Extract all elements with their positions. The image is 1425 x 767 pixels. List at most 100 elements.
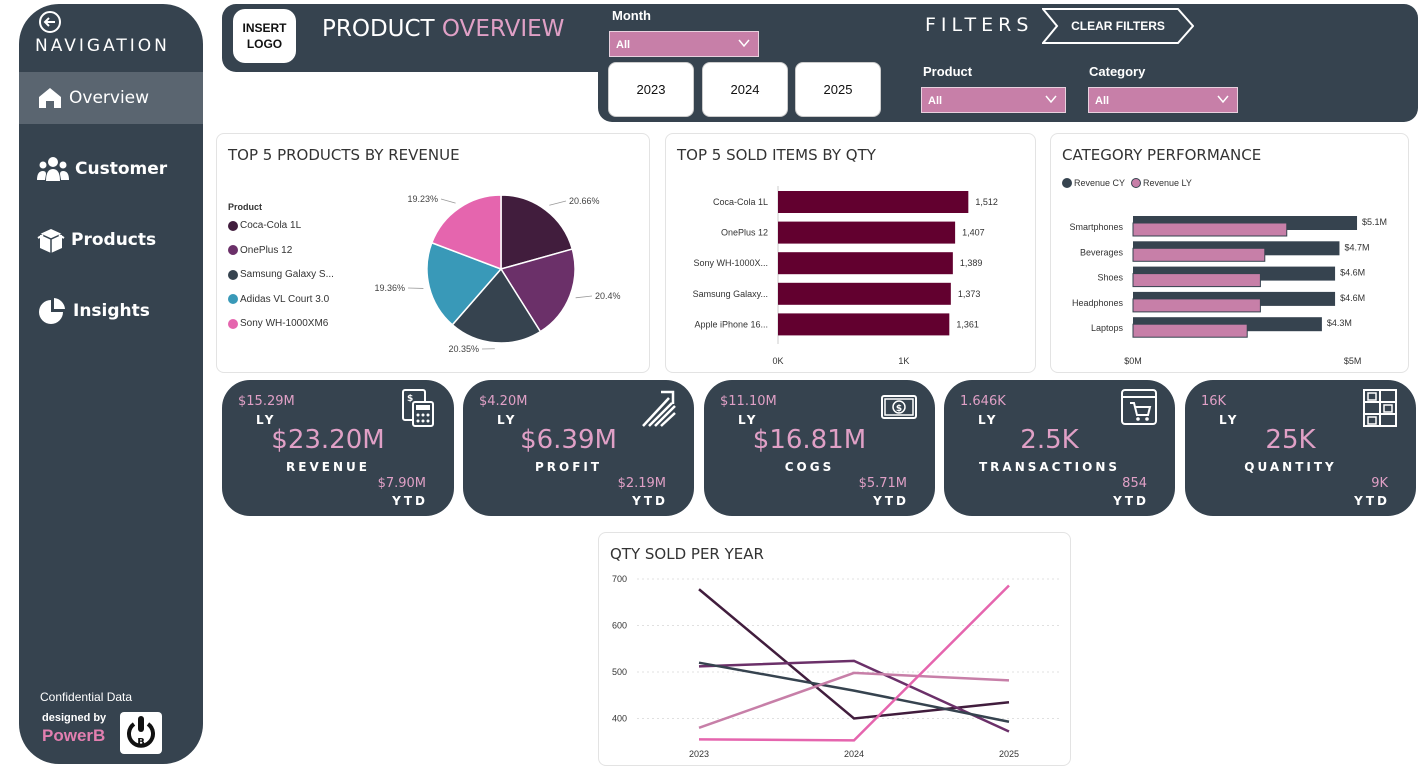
product-dropdown[interactable]: All <box>921 87 1066 113</box>
x-tick-label: $0M <box>1124 356 1142 366</box>
panel-title: TOP 5 PRODUCTS BY REVENUE <box>228 146 460 164</box>
y-tick-label: 600 <box>612 621 627 631</box>
panel-title: QTY SOLD PER YEAR <box>610 545 764 563</box>
legend-swatch <box>228 318 238 329</box>
back-arrow-icon[interactable] <box>38 10 62 34</box>
bar[interactable] <box>778 191 969 213</box>
legend-label: Samsung Galaxy S... <box>240 269 334 280</box>
nav-item-insights[interactable]: Insights <box>19 285 203 337</box>
kpi-ly-value: $11.10M <box>720 394 777 409</box>
bar-revenue-ly[interactable] <box>1132 298 1261 313</box>
bar[interactable] <box>778 282 951 305</box>
legend-label: Adidas VL Court 3.0 <box>240 293 330 305</box>
year-button-2025[interactable]: 2025 <box>795 62 881 117</box>
nav-item-products[interactable]: Products <box>19 214 203 266</box>
legend-item[interactable]: Samsung Galaxy S... <box>228 269 334 280</box>
kpi-ytd-label: YTD <box>392 494 428 508</box>
x-tick-label: 2024 <box>844 749 864 759</box>
bar-value-label: 1,389 <box>960 258 983 268</box>
kpi-ly-value: $4.20M <box>479 394 528 409</box>
navigation-title: NAVIGATION <box>35 36 170 56</box>
kpi-ytd-value: $7.90M <box>377 476 426 491</box>
bar[interactable] <box>778 252 953 275</box>
month-dropdown[interactable]: All <box>609 31 759 57</box>
product-filter-label: Product <box>923 64 973 79</box>
year-button-2023[interactable]: 2023 <box>608 62 694 117</box>
line-series[interactable] <box>698 584 1010 742</box>
nav-item-overview[interactable]: Overview <box>19 72 203 124</box>
bar-value-label: 1,512 <box>975 197 998 207</box>
line-series[interactable] <box>698 661 1010 723</box>
cart-icon <box>1121 389 1157 425</box>
kpi-value: 25K <box>1265 425 1316 455</box>
kpi-ly-value: 1.646K <box>960 394 1006 409</box>
shelves-icon <box>1363 389 1397 427</box>
bar-revenue-ly[interactable] <box>1132 222 1288 237</box>
kpi-card-cogs: $11.10M LY $ $16.81M COGS $5.71M YTD <box>704 380 935 516</box>
bar-revenue-ly[interactable] <box>1132 323 1248 338</box>
legend-item: Revenue CY <box>1062 178 1125 188</box>
top-sold-items-panel: TOP 5 SOLD ITEMS BY QTY Coca-Cola 1L 1,51… <box>665 133 1036 373</box>
y-tick-label: 400 <box>612 714 627 724</box>
legend-item: Revenue LY <box>1131 178 1192 188</box>
kpi-card-quantity: 16K LY 25K QUANTITY 9K YTD <box>1185 380 1416 516</box>
page-title: PRODUCT OVERVIEW <box>322 16 565 42</box>
legend-item[interactable]: OnePlus 12 <box>228 245 292 256</box>
kpi-card-revenue: $15.29M LY $ $23.20M REVENUE $7.90M YTD <box>222 380 454 516</box>
pie-slice[interactable] <box>426 241 503 326</box>
pie-leader-line <box>549 200 567 206</box>
clear-filters-button[interactable]: CLEAR FILTERS <box>1042 8 1194 44</box>
pie-leader-line <box>440 198 456 204</box>
year-button-2024[interactable]: 2024 <box>702 62 788 117</box>
panel-title: CATEGORY PERFORMANCE <box>1062 146 1262 164</box>
kpi-ly-label: LY <box>256 413 277 427</box>
kpi-ly-label: LY <box>497 413 518 427</box>
nav-item-customer[interactable]: Customer <box>19 143 203 195</box>
growth-arrow-icon <box>642 390 676 427</box>
kpi-ytd-label: YTD <box>1354 494 1390 508</box>
kpi-name: REVENUE <box>286 460 370 474</box>
line-series[interactable] <box>698 671 1010 729</box>
bar-revenue-ly[interactable] <box>1132 247 1266 262</box>
pie-leader-line <box>575 295 593 299</box>
line-series[interactable] <box>698 588 1010 720</box>
bar-category-label: Laptops <box>1091 323 1124 333</box>
clear-filters-label: CLEAR FILTERS <box>1071 19 1165 33</box>
kpi-ytd-value: 854 <box>1122 476 1147 491</box>
category-dropdown[interactable]: All <box>1088 87 1238 113</box>
nav-item-label: Products <box>71 230 157 250</box>
kpi-ly-label: LY <box>978 413 999 427</box>
bar[interactable] <box>778 221 956 244</box>
kpi-name: TRANSACTIONS <box>978 460 1121 474</box>
nav-item-label: Overview <box>69 88 150 108</box>
brand-name: PowerB <box>42 726 106 745</box>
svg-text:B: B <box>137 737 145 748</box>
kpi-ytd-value: $2.19M <box>617 476 666 491</box>
pie-slice[interactable] <box>451 267 542 344</box>
home-icon <box>39 88 61 108</box>
legend-item[interactable]: Sony WH-1000XM6 <box>228 318 328 329</box>
kpi-ly-value: 16K <box>1201 394 1227 409</box>
logo-placeholder: INSERT LOGO <box>233 9 296 63</box>
pie-chart: 20.66% 20.4% 20.35% 19.36% 19.23% <box>374 194 620 354</box>
pie-slice[interactable] <box>430 194 502 271</box>
kpi-value: $23.20M <box>271 425 385 455</box>
qty-per-year-panel: QTY SOLD PER YEAR 700 600 500 400 2023 2024 20… <box>598 532 1071 766</box>
bar[interactable] <box>778 313 950 336</box>
pie-slice[interactable] <box>500 194 574 270</box>
pie-data-label: 20.35% <box>448 344 479 354</box>
legend-item[interactable]: Adidas VL Court 3.0 <box>228 294 329 305</box>
kpi-ly-label: LY <box>1219 413 1240 427</box>
bar-value-label: 1,407 <box>962 228 985 238</box>
kpi-name: PROFIT <box>534 460 603 474</box>
chevron-down-icon <box>738 39 750 48</box>
kpi-ytd-label: YTD <box>1113 494 1149 508</box>
line-series[interactable] <box>698 659 1010 733</box>
bar-value-label: $5.1M <box>1362 217 1387 227</box>
bar-revenue-ly[interactable] <box>1132 273 1261 288</box>
legend-swatch <box>228 269 238 280</box>
legend-item[interactable]: Coca-Cola 1L <box>228 220 301 231</box>
legend-label: Coca-Cola 1L <box>240 220 302 231</box>
pie-slice[interactable] <box>499 248 576 333</box>
bar-value-label: $4.6M <box>1340 268 1365 278</box>
